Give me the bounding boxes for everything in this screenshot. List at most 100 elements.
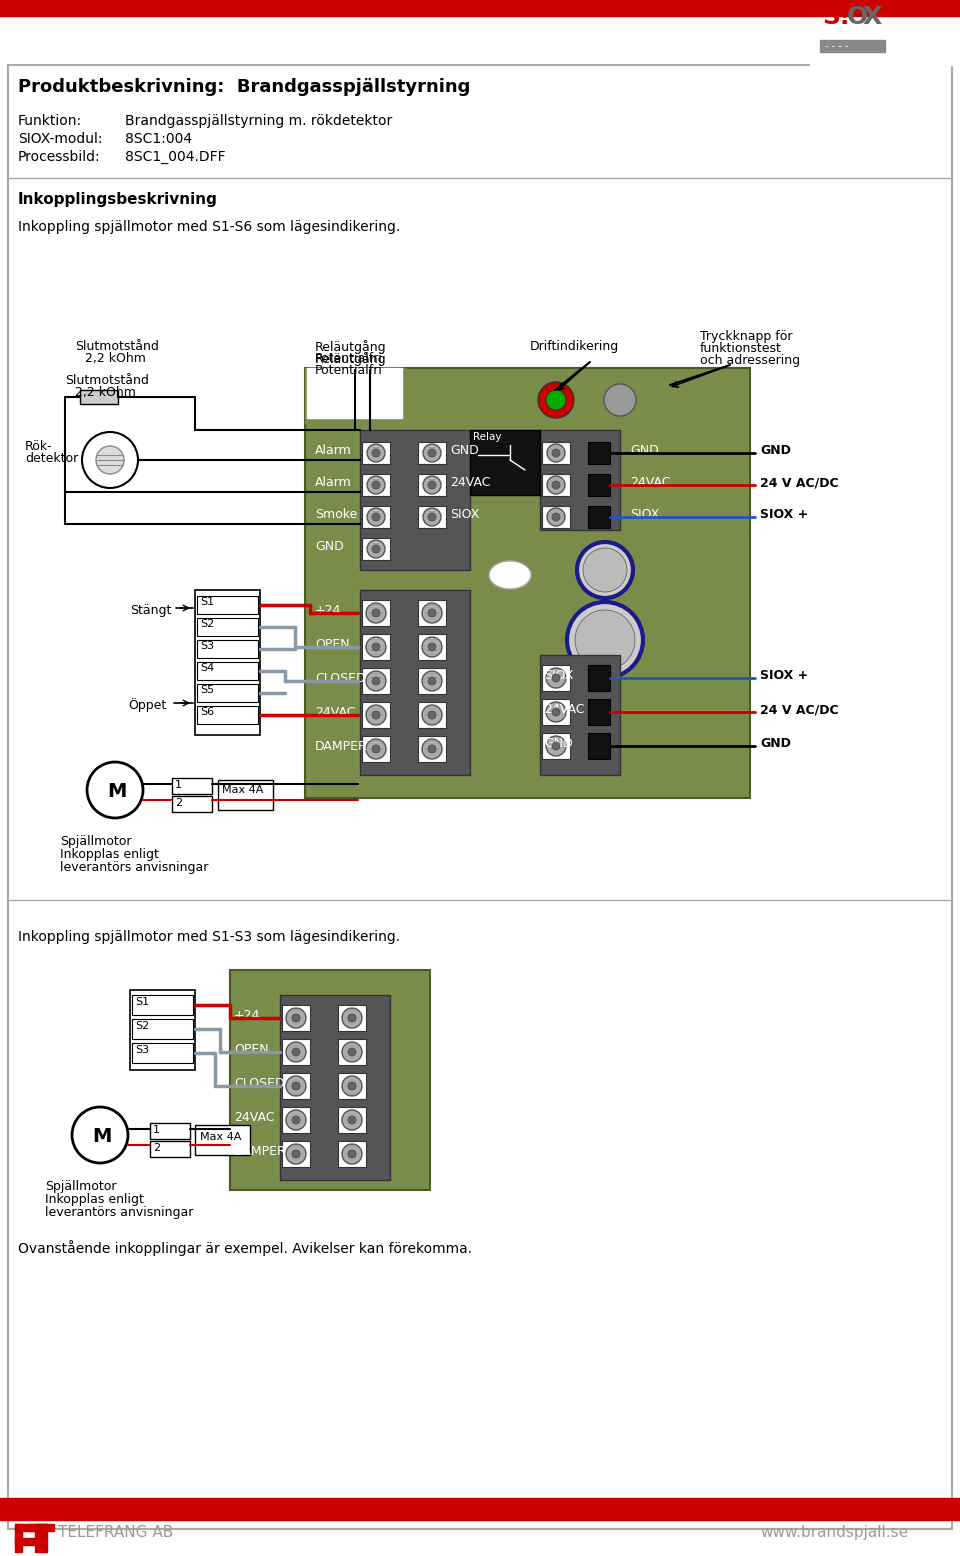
Bar [282,1141,310,1167]
Bar [542,699,570,725]
Text: SIOX: SIOX [630,507,660,521]
Text: S6: S6 [200,706,214,717]
Bar [0,0,960,16]
Bar [588,699,610,725]
Bar [172,797,212,812]
Circle shape [428,513,436,521]
Circle shape [366,739,386,759]
Circle shape [292,1081,300,1091]
Bar [360,590,470,775]
Ellipse shape [489,562,531,590]
Circle shape [372,513,380,521]
Circle shape [372,643,380,650]
Circle shape [367,476,385,493]
Text: GND: GND [630,443,659,457]
Bar [540,429,620,531]
Circle shape [575,610,635,671]
Circle shape [348,1150,356,1158]
Text: OPEN: OPEN [234,1043,269,1057]
Bar [195,590,260,734]
Bar [305,369,405,423]
Bar [588,442,610,464]
Text: 24 V AC/DC: 24 V AC/DC [760,703,839,716]
Text: SIOX +: SIOX + [760,669,808,682]
Text: S: S [822,5,840,30]
Text: Spjällmotor: Spjällmotor [60,836,132,848]
Bar [542,506,570,527]
Circle shape [292,1150,300,1158]
Bar [150,1141,190,1158]
Text: TELEFRANG AB: TELEFRANG AB [58,1525,173,1540]
Bar [362,538,390,560]
Bar [218,780,273,811]
Circle shape [546,668,566,688]
Circle shape [423,443,441,462]
Text: 24VAC: 24VAC [544,703,585,716]
Bar [338,1074,366,1099]
Circle shape [428,643,436,650]
Bar [588,664,610,691]
Bar [588,733,610,759]
Bar [197,640,258,658]
Bar [362,475,390,496]
Bar [362,506,390,527]
Circle shape [422,636,442,657]
Text: Processbild:: Processbild: [18,149,101,163]
Text: DAMPER: DAMPER [234,1145,287,1158]
Text: 8SC1_004.DFF: 8SC1_004.DFF [125,149,226,163]
Circle shape [366,636,386,657]
Circle shape [286,1109,306,1130]
Bar [542,442,570,464]
Text: 24VAC: 24VAC [234,1111,275,1123]
Text: Funktion:: Funktion: [18,114,83,128]
Circle shape [96,447,124,475]
Text: GND: GND [315,540,344,552]
Text: SIOX-modul:: SIOX-modul: [18,132,103,146]
Bar [0,1498,960,1520]
Text: CLOSED: CLOSED [315,672,366,685]
Text: OPEN: OPEN [315,638,349,650]
Bar [132,1019,193,1039]
Circle shape [546,736,566,756]
Text: 24VAC: 24VAC [315,706,355,719]
Text: - - - -: - - - - [825,40,849,51]
Text: SIOX: SIOX [544,669,573,682]
Text: leverantörs anvisningar: leverantörs anvisningar [45,1206,193,1218]
Text: SIOX: SIOX [450,507,479,521]
Circle shape [292,1015,300,1022]
Bar [362,601,390,626]
Text: S4: S4 [200,663,214,674]
Bar [15,1537,37,1545]
Bar [280,994,390,1179]
Circle shape [372,545,380,552]
Circle shape [367,507,385,526]
Text: S1: S1 [200,598,214,607]
Text: SIOX +: SIOX + [760,507,808,521]
Circle shape [422,705,442,725]
Circle shape [547,476,565,493]
Circle shape [552,481,560,489]
Text: Inkopplas enligt: Inkopplas enligt [60,848,158,860]
Circle shape [422,739,442,759]
Bar [197,706,258,724]
Text: +24: +24 [234,1008,260,1022]
Text: !: ! [838,5,850,30]
Text: Max 4A: Max 4A [222,784,263,795]
Circle shape [286,1043,306,1063]
Bar [15,1523,47,1531]
Bar [197,661,258,680]
Text: 2: 2 [153,1144,160,1153]
Circle shape [348,1116,356,1123]
Bar [820,40,885,51]
Circle shape [372,608,380,618]
Bar [418,668,446,694]
Circle shape [547,443,565,462]
Text: Spjällmotor: Spjällmotor [45,1179,116,1193]
Circle shape [372,745,380,753]
Text: CLOSED: CLOSED [234,1077,284,1091]
Bar [418,442,446,464]
Circle shape [567,602,643,678]
Bar [362,442,390,464]
Bar [282,1106,310,1133]
Circle shape [422,671,442,691]
